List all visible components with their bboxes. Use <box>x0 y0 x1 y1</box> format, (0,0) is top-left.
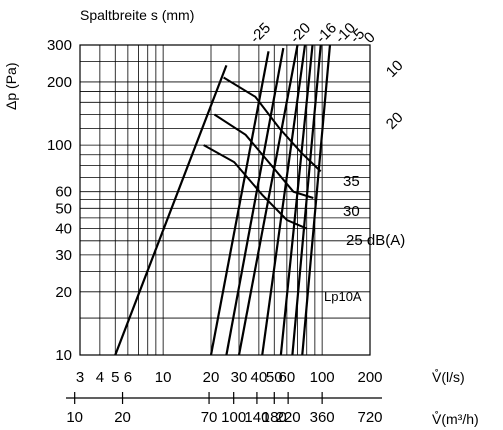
x-tick-label: 30 <box>231 369 248 386</box>
sound-curves <box>203 76 322 230</box>
y-tick-label: 200 <box>47 74 72 91</box>
x-tick-label: 5 <box>111 369 119 386</box>
y-tick-label: 50 <box>55 200 72 217</box>
y-tick-label: 300 <box>47 37 72 54</box>
x-tick-label: 20 <box>203 369 220 386</box>
sound-curve <box>213 113 314 199</box>
y-tick-label: 40 <box>55 221 72 238</box>
series-line <box>114 64 228 356</box>
series-line <box>261 44 307 356</box>
sound-curve-label: 30 <box>343 203 360 220</box>
series-label: 0 <box>361 29 379 47</box>
x2-tick-label: 140 <box>244 409 269 426</box>
series-line <box>291 44 322 356</box>
sound-curve <box>203 144 308 230</box>
x2-tick-label: 20 <box>114 409 131 426</box>
x-tick-label: 3 <box>76 369 84 386</box>
x2-tick-label: 10 <box>66 409 83 426</box>
sound-curve-label: 25 dB(A) <box>346 232 405 249</box>
series-label: 20 <box>383 109 407 133</box>
x-tick-label: 50 <box>266 369 283 386</box>
series-label: -25 <box>247 19 274 46</box>
series-line <box>279 44 314 356</box>
x2-tick-label: 100 <box>221 409 246 426</box>
x-tick-label: 6 <box>124 369 132 386</box>
x2-tick-label: 720 <box>357 409 382 426</box>
sound-curve <box>223 76 322 173</box>
chart-title: Spaltbreite s (mm) <box>80 7 194 23</box>
x2-tick-label: 220 <box>276 409 301 426</box>
y-axis-label: Δp (Pa) <box>3 63 19 110</box>
x-tick-label: 100 <box>310 369 335 386</box>
y-tick-label: 20 <box>55 284 72 301</box>
x-tick-label: 60 <box>279 369 296 386</box>
y-tick-label: 30 <box>55 247 72 264</box>
x-tick-label: 4 <box>96 369 104 386</box>
x2-tick-label: 180 <box>262 409 287 426</box>
lp10a-label: Lp10A <box>324 289 362 304</box>
x-tick-label: 10 <box>155 369 172 386</box>
y-tick-label: 10 <box>55 347 72 364</box>
x-tick-label: 40 <box>251 369 268 386</box>
series-line <box>225 47 285 356</box>
x2-tick-label: 360 <box>310 409 335 426</box>
y-tick-label: 100 <box>47 137 72 154</box>
series-line <box>209 51 270 356</box>
x-tick-label: 200 <box>357 369 382 386</box>
y-tick-label: 60 <box>55 184 72 201</box>
series-label: -20 <box>287 19 314 46</box>
x-axis-label: V̊(l/s) <box>432 368 465 385</box>
x2-tick-label: 70 <box>201 409 218 426</box>
series-label: 10 <box>383 57 407 81</box>
sound-curve-label: 35 <box>343 173 360 190</box>
series-line <box>301 44 332 356</box>
x2-axis-label: V̊(m³/h) <box>432 410 479 427</box>
